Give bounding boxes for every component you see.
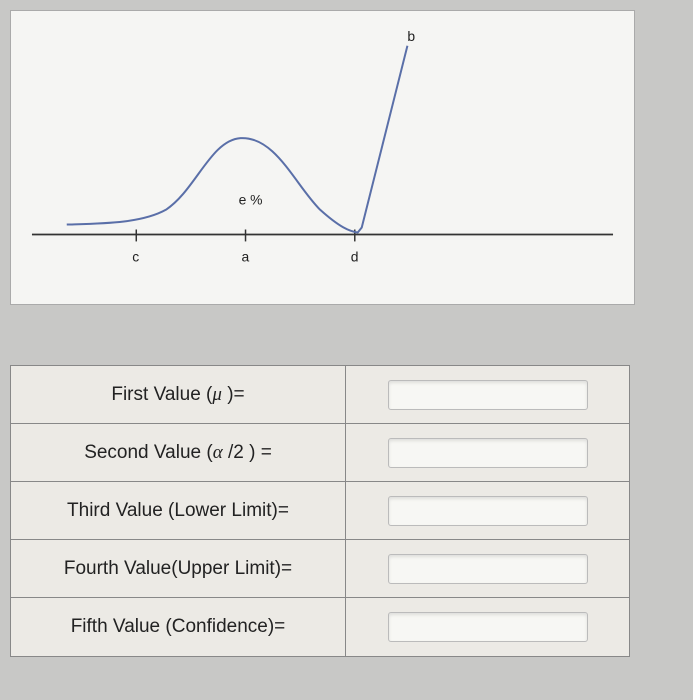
distribution-chart: c a d b e %	[11, 11, 634, 304]
table-row: First Value (μ )=	[11, 366, 629, 424]
alpha-symbol: α	[213, 442, 223, 463]
label-text: Fifth Value (Confidence)=	[71, 616, 286, 638]
chart-panel: c a d b e %	[10, 10, 635, 305]
values-table: First Value (μ )= Second Value (α /2 ) =…	[10, 365, 630, 657]
row-label-second: Second Value (α /2 ) =	[11, 424, 346, 481]
input-cell	[346, 598, 629, 656]
input-cell	[346, 482, 629, 539]
fifth-value-input[interactable]	[388, 612, 588, 642]
distribution-curve	[67, 46, 408, 233]
top-label-b: b	[407, 28, 415, 44]
third-value-input[interactable]	[388, 496, 588, 526]
tick-label-a: a	[242, 248, 250, 264]
input-cell	[346, 366, 629, 423]
label-text: Fourth Value(Upper Limit)=	[64, 558, 292, 580]
label-text: Second Value (	[84, 442, 213, 463]
row-label-fourth: Fourth Value(Upper Limit)=	[11, 540, 346, 597]
label-text: First Value (	[111, 384, 212, 405]
tick-label-d: d	[351, 248, 359, 264]
table-row: Fourth Value(Upper Limit)=	[11, 540, 629, 598]
center-label-e: e %	[239, 192, 263, 208]
fourth-value-input[interactable]	[388, 554, 588, 584]
table-row: Second Value (α /2 ) =	[11, 424, 629, 482]
table-row: Third Value (Lower Limit)=	[11, 482, 629, 540]
row-label-first: First Value (μ )=	[11, 366, 346, 423]
table-row: Fifth Value (Confidence)=	[11, 598, 629, 656]
tick-label-c: c	[132, 248, 139, 264]
input-cell	[346, 424, 629, 481]
row-label-fifth: Fifth Value (Confidence)=	[11, 598, 346, 656]
first-value-input[interactable]	[388, 380, 588, 410]
label-text: )=	[222, 384, 245, 405]
label-text: Third Value (Lower Limit)=	[67, 500, 289, 522]
second-value-input[interactable]	[388, 438, 588, 468]
input-cell	[346, 540, 629, 597]
label-text: /2 ) =	[223, 442, 272, 463]
mu-symbol: μ	[212, 384, 222, 405]
row-label-third: Third Value (Lower Limit)=	[11, 482, 346, 539]
